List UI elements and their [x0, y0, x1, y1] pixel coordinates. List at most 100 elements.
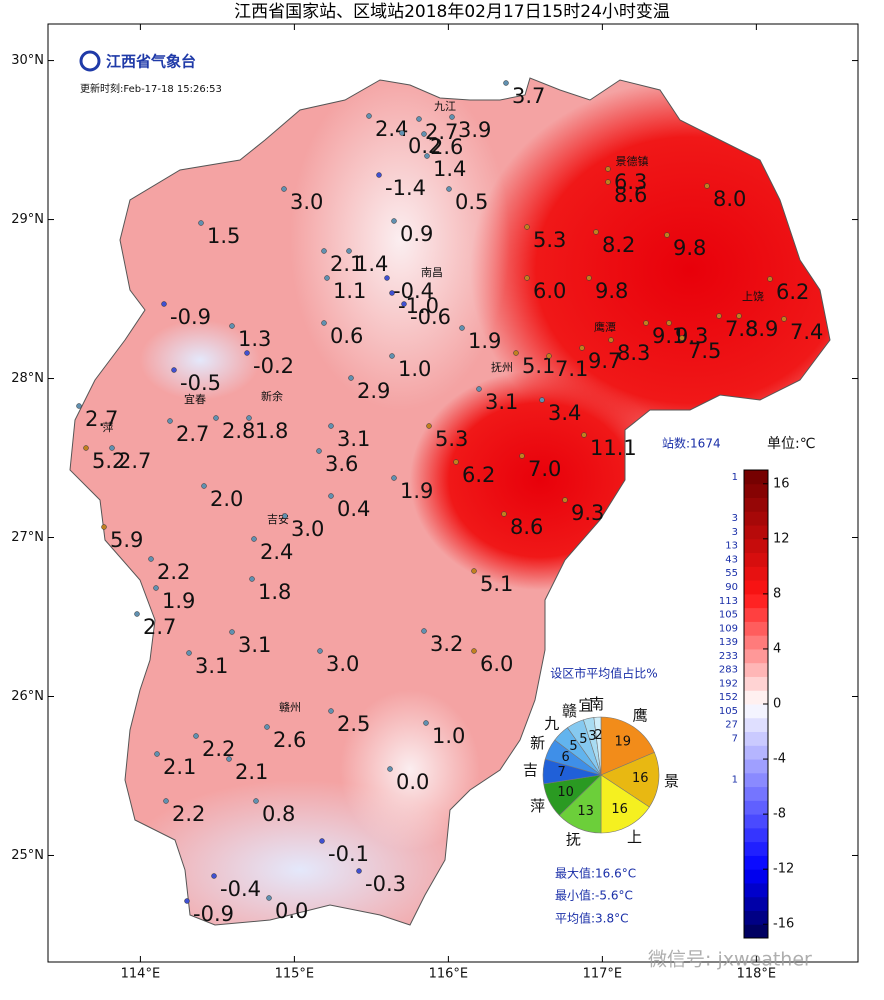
station-dot: [328, 493, 334, 499]
station-dot: [503, 80, 509, 86]
station-value: 2.8: [222, 419, 255, 443]
station-value: 0.2: [408, 134, 441, 158]
station-dot: [101, 524, 107, 530]
station-value: 0.6: [330, 324, 363, 348]
city-name: 鹰潭: [594, 320, 616, 334]
station-value: -0.1: [328, 842, 369, 866]
station-dot: [226, 756, 232, 762]
station-dot: [593, 229, 599, 235]
city-name: 抚州: [491, 360, 513, 374]
station-dot: [424, 153, 430, 159]
station-value: 2.2: [157, 560, 190, 584]
station-value: 11.1: [590, 436, 637, 460]
watermark: 微信号: jxweather: [648, 949, 812, 971]
station-value: 6.3: [614, 170, 647, 194]
pie-label: 景: [664, 772, 679, 790]
bin-count: 7: [732, 733, 738, 744]
colorbar-tick-label: -8: [773, 807, 786, 822]
station-dot: [399, 130, 405, 136]
station-dot: [767, 276, 773, 282]
station-value: 1.3: [238, 327, 271, 351]
pie-value: 3: [588, 729, 596, 744]
colorbar-band: [744, 497, 768, 512]
station-value: 1.9: [162, 589, 195, 613]
station-dot: [154, 751, 160, 757]
pie-label: 萍: [530, 797, 545, 815]
station-value: 2.7: [118, 449, 151, 473]
station-value: -0.6: [410, 305, 451, 329]
station-value: 5.3: [435, 427, 468, 451]
colorbar-band: [744, 511, 768, 526]
station-dot: [319, 838, 325, 844]
station-dot: [391, 218, 397, 224]
x-tick-label: 117°E: [583, 967, 623, 982]
colorbar-band: [744, 483, 768, 499]
station-value: 5.2: [92, 449, 125, 473]
station-dot: [198, 220, 204, 226]
station-value: 3.0: [326, 652, 359, 676]
station-dot: [421, 628, 427, 634]
y-tick-label: 30°N: [11, 53, 44, 68]
colorbar-band: [744, 772, 768, 788]
station-dot: [423, 720, 429, 726]
station-dot: [421, 131, 427, 137]
station-dot: [519, 453, 525, 459]
colorbar-tick-label: 8: [773, 586, 781, 601]
station-value: 2.7: [176, 422, 209, 446]
city-name: 九江: [434, 100, 456, 113]
bin-count: 1: [732, 775, 738, 786]
station-dot: [246, 415, 252, 421]
station-value: 2.9: [357, 379, 390, 403]
x-tick-label: 116°E: [429, 967, 469, 982]
station-dot: [83, 445, 89, 451]
pie-value: 10: [557, 785, 574, 800]
colorbar-band: [744, 690, 768, 705]
station-value: 1.0: [432, 724, 465, 748]
station-dot: [546, 353, 552, 359]
colorbar-tick-label: -12: [773, 862, 794, 877]
station-value: 0.8: [262, 802, 295, 826]
station-dot: [666, 320, 672, 326]
station-dot: [229, 629, 235, 635]
station-dot: [416, 116, 422, 122]
station-value: 8.0: [713, 187, 746, 211]
station-value: 1.9: [400, 479, 433, 503]
colorbar-band: [744, 566, 768, 581]
pie-slice: [600, 774, 650, 834]
station-dot: [201, 483, 207, 489]
station-value: -0.5: [180, 371, 221, 395]
station-dot: [356, 868, 362, 874]
pie-slice: [600, 716, 655, 776]
station-value: 3.1: [485, 390, 518, 414]
station-value: 5.9: [110, 528, 143, 552]
station-value: 1.4: [433, 157, 466, 181]
station-dot: [249, 576, 255, 582]
station-value: 7.8: [725, 317, 758, 341]
station-dot: [449, 114, 455, 120]
stat: 平均值:3.8°C: [555, 911, 629, 926]
city-name: 萍: [103, 421, 114, 434]
station-value: 2.7: [425, 120, 458, 144]
station-dot: [586, 275, 592, 281]
station-value: 8.6: [614, 183, 647, 207]
station-dot: [213, 415, 219, 421]
bin-count: 113: [719, 596, 738, 607]
station-dot: [244, 350, 250, 356]
bin-count: 109: [719, 623, 738, 634]
pie-value: 16: [611, 802, 628, 817]
bin-count: 152: [719, 692, 738, 703]
station-value: 9.1: [652, 324, 685, 348]
station-value: 3.4: [548, 401, 581, 425]
colorbar-band: [744, 731, 768, 746]
logo-icon: [79, 50, 101, 72]
bin-count: 283: [719, 665, 738, 676]
x-tick-label: 118°E: [737, 967, 777, 982]
pie-title: 设区市平均值占比%: [550, 666, 657, 681]
station-value: 1.4: [355, 252, 388, 276]
station-dot: [471, 568, 477, 574]
station-value: 6.2: [776, 280, 809, 304]
bin-count: 105: [719, 706, 738, 717]
colorbar-tick-label: 0: [773, 697, 781, 712]
colorbar-tick-label: -4: [773, 752, 786, 767]
y-tick-label: 29°N: [11, 212, 44, 227]
